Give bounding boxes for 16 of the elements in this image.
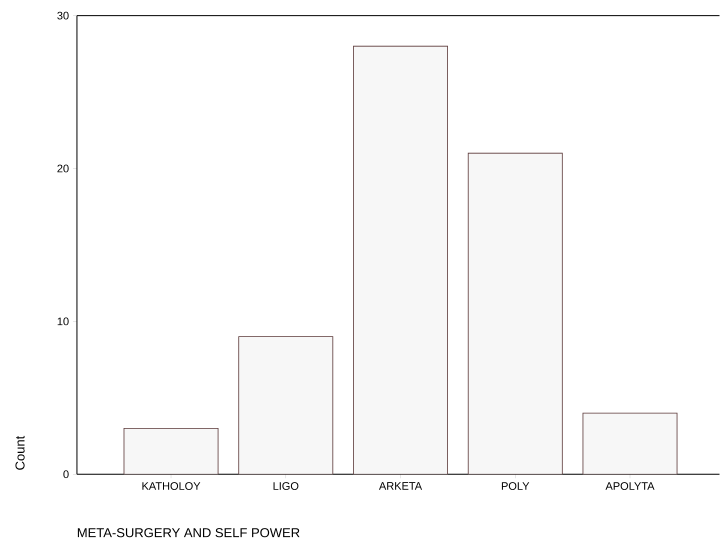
y-axis-title: Count (15, 436, 25, 470)
bar (582, 412, 678, 474)
x-axis-title: META-SURGERY AND SELF POWER (78, 528, 300, 538)
x-tick-label: POLY (502, 482, 530, 490)
bar (353, 46, 448, 474)
y-tick-label: 20 (57, 164, 69, 173)
x-tick-label: KATHOLOY (142, 482, 200, 490)
bar (468, 152, 563, 474)
bar (124, 428, 218, 474)
bar (238, 336, 334, 474)
y-tick-label: 30 (57, 12, 69, 20)
x-tick-label: LIGO (274, 482, 298, 490)
y-tick-label: 0 (63, 470, 69, 478)
x-tick-label: APOLYTA (605, 482, 655, 490)
x-tick-label: ARKETA (378, 482, 422, 490)
y-tick-label: 10 (58, 318, 69, 326)
